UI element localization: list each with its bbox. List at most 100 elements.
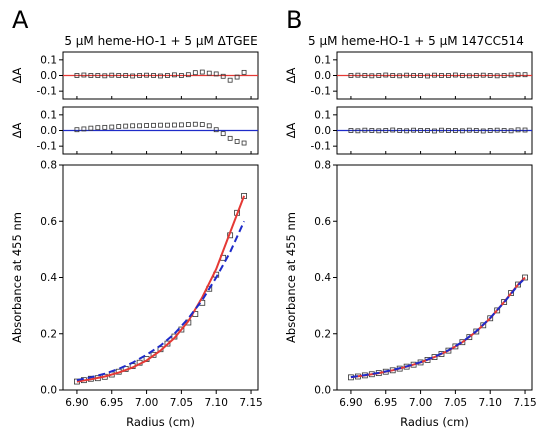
residual-point xyxy=(376,73,382,78)
residual-point xyxy=(234,74,240,80)
chart-b-residuals-top: -0.1 0.0 0.1 ΔA xyxy=(284,51,533,100)
chart-b-main: 0.0 0.2 0.4 0.6 0.8 Absorbance at 455 nm 6.90 6… xyxy=(284,160,537,430)
residual-point xyxy=(452,72,458,78)
y-tick-label: 0.0 xyxy=(314,70,331,82)
residual-point xyxy=(116,73,122,78)
residual-point xyxy=(206,123,212,129)
residual-point xyxy=(206,70,212,76)
residual-point xyxy=(74,127,80,133)
data-point xyxy=(452,343,459,350)
residual-point xyxy=(123,123,129,129)
residual-point xyxy=(74,73,80,78)
residual-point xyxy=(130,73,136,79)
residual-point xyxy=(185,122,191,127)
y-tick-label: 0.0 xyxy=(314,125,331,137)
plot-frame xyxy=(62,164,259,391)
panel-letter-b: B xyxy=(286,6,302,34)
panel-title-a: 5 μM heme-HO-1 + 5 μM ΔTGEE xyxy=(64,34,257,48)
residual-point xyxy=(383,128,389,133)
residual-point xyxy=(501,73,507,78)
residual-point xyxy=(220,73,226,79)
y-axis-label: ΔA xyxy=(10,68,24,84)
panel-letter-a: A xyxy=(12,6,29,34)
y-tick-label: 0.4 xyxy=(40,272,57,284)
residual-point xyxy=(383,72,389,78)
residual-point xyxy=(158,73,163,79)
residual-point xyxy=(137,73,143,78)
data-point xyxy=(466,334,473,341)
residual-point xyxy=(192,70,198,76)
y-tick-label: 0.1 xyxy=(40,54,57,66)
residual-point xyxy=(439,127,444,133)
residual-point xyxy=(165,73,170,78)
residual-point xyxy=(390,127,396,133)
residual-point xyxy=(144,72,149,78)
x-tick-label: 6.90 xyxy=(65,397,88,409)
residual-point xyxy=(376,128,382,134)
residual-point xyxy=(487,73,493,78)
data-point xyxy=(508,290,515,296)
x-tick-label: 6.95 xyxy=(374,397,397,409)
y-tick-label: 0.0 xyxy=(40,70,57,82)
x-tick-label: 7.00 xyxy=(409,397,432,409)
chart-plots: -0.1 0.0 0.1 ΔA -0.1 0.0 0.1 ΔA 0.0 0.2 0.4 0.6 0.8 A… xyxy=(10,51,537,430)
data-point xyxy=(487,315,494,322)
data-point xyxy=(459,339,466,346)
residual-point xyxy=(213,71,219,77)
residual-point xyxy=(473,73,479,78)
residual-point xyxy=(390,73,396,78)
residual-point xyxy=(418,73,423,78)
data-point xyxy=(494,307,501,314)
residual-point xyxy=(102,73,108,79)
residual-point xyxy=(508,128,514,134)
residual-point xyxy=(151,122,156,128)
residual-point xyxy=(241,69,247,75)
residual-point xyxy=(459,128,465,134)
residual-point xyxy=(432,72,437,78)
residual-point xyxy=(522,127,528,133)
residual-point xyxy=(172,122,177,128)
y-tick-label: 0.2 xyxy=(40,328,57,340)
residual-point xyxy=(501,128,507,133)
residual-point xyxy=(348,128,354,133)
residual-point xyxy=(355,72,361,78)
residual-point xyxy=(116,124,122,129)
residual-point xyxy=(446,73,451,78)
data-point xyxy=(501,299,508,305)
residual-point xyxy=(362,73,368,78)
y-tick-label: -0.1 xyxy=(37,86,58,98)
residual-point xyxy=(144,123,149,128)
residual-point xyxy=(158,122,163,128)
fit-curve-solid xyxy=(76,195,246,383)
y-tick-label: -0.1 xyxy=(311,86,332,98)
residual-point xyxy=(432,128,437,134)
residual-point xyxy=(452,128,458,133)
y-tick-label: 0.6 xyxy=(314,216,331,228)
chart-a-main: 0.0 0.2 0.4 0.6 0.8 Absorbance at 455 nm 6.90 6… xyxy=(10,160,263,430)
y-tick-label: 0.1 xyxy=(40,109,57,121)
residual-point xyxy=(130,123,136,129)
residual-point xyxy=(81,72,87,78)
residual-point xyxy=(466,127,472,133)
chart-a-residuals-bottom: -0.1 0.0 0.1 ΔA xyxy=(10,106,259,155)
residual-point xyxy=(397,73,403,79)
chart-b-residuals-bottom: -0.1 0.0 0.1 ΔA xyxy=(284,106,533,155)
y-tick-label: 0.0 xyxy=(40,385,57,397)
y-tick-label: 0.6 xyxy=(40,216,57,228)
fit-curve-dashed xyxy=(350,277,526,379)
residual-point xyxy=(199,122,205,127)
fit-curve-dashed xyxy=(76,220,246,382)
residual-point xyxy=(241,140,247,146)
residual-point xyxy=(95,73,101,78)
residual-point xyxy=(151,73,156,78)
residual-point xyxy=(178,73,184,78)
residual-point xyxy=(404,128,410,134)
y-tick-label: 0.8 xyxy=(40,160,57,172)
x-tick-label: 7.05 xyxy=(444,397,467,409)
residual-point xyxy=(418,128,423,133)
residual-point xyxy=(199,69,205,75)
y-tick-label: -0.1 xyxy=(311,141,332,153)
x-tick-label: 7.10 xyxy=(205,397,228,409)
data-point xyxy=(515,281,521,288)
